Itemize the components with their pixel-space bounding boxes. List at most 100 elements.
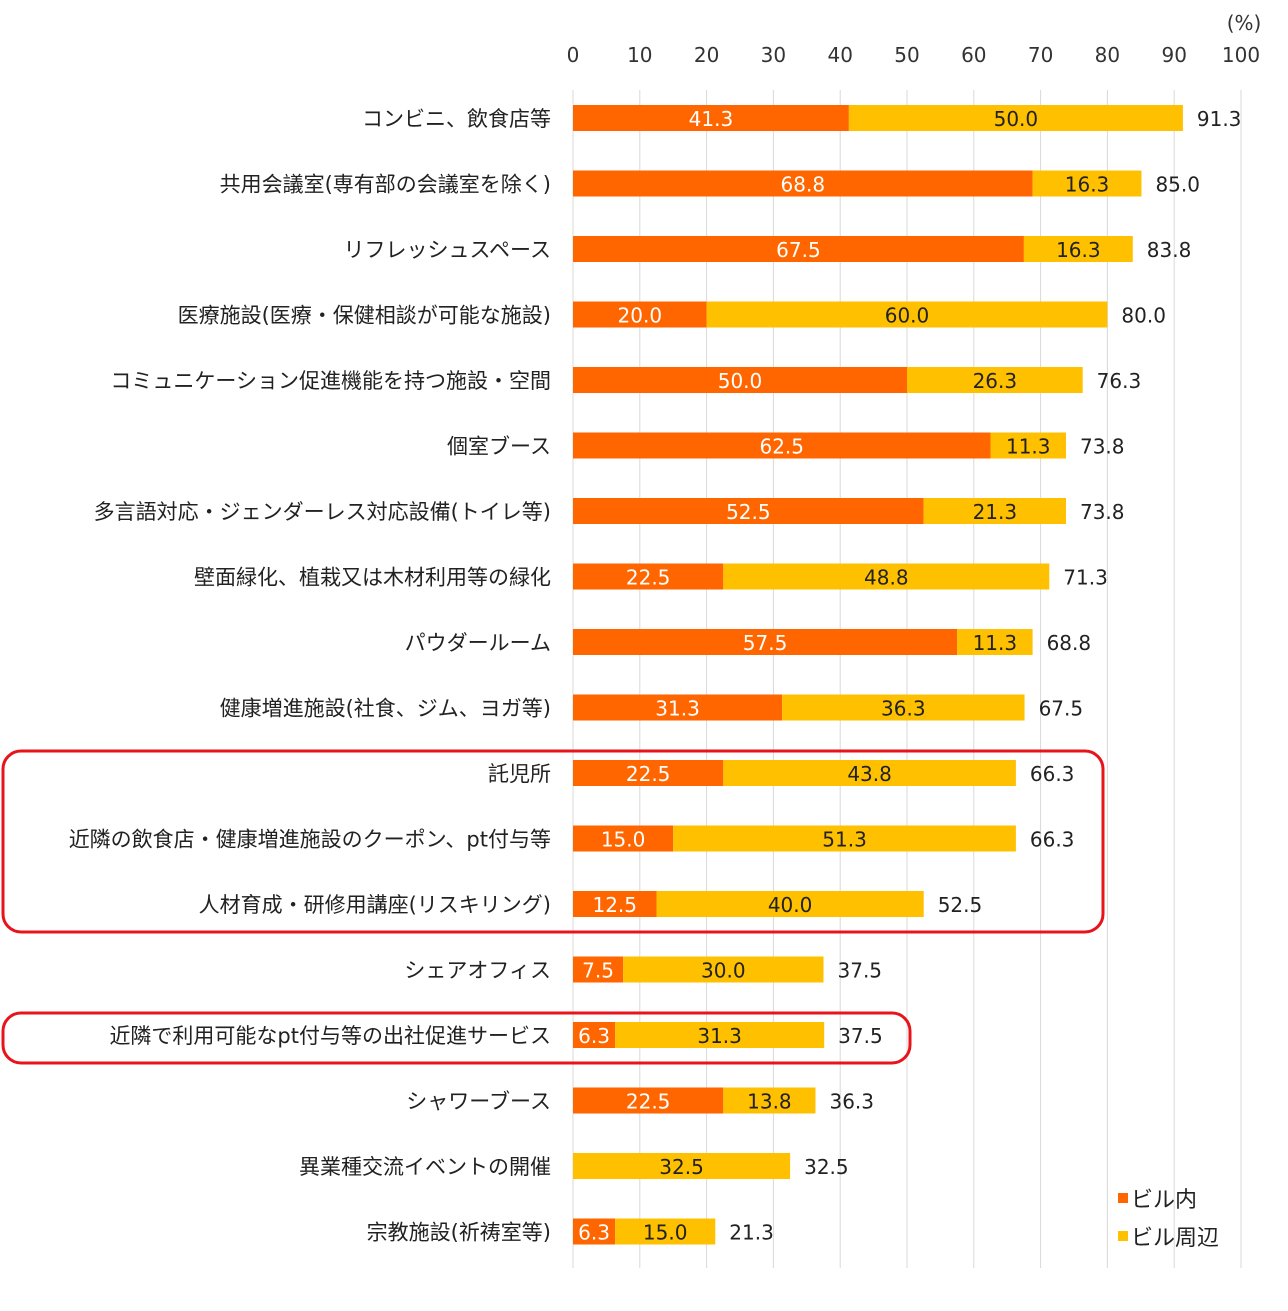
x-tick-label: 0 xyxy=(567,43,580,67)
total-value-label: 66.3 xyxy=(1030,762,1075,786)
segment-value-label: 11.3 xyxy=(973,631,1018,655)
segment-value-label: 6.3 xyxy=(578,1221,610,1245)
segment-value-label: 16.3 xyxy=(1056,238,1101,262)
bar-segment-surrounding xyxy=(1023,236,1133,262)
bar-segment-surrounding xyxy=(723,563,1050,590)
bar-segment-inside xyxy=(573,760,724,786)
segment-value-label: 15.0 xyxy=(601,828,646,852)
total-value-label: 80.0 xyxy=(1121,304,1166,328)
bar-segment-surrounding xyxy=(990,432,1066,459)
category-label: シェアオフィス xyxy=(404,959,551,983)
bar-row: 多言語対応・ジェンダーレス対応設備(トイレ等) 52.5 21.3 73.8 xyxy=(94,498,1125,524)
segment-value-label: 67.5 xyxy=(776,238,821,262)
total-value-label: 37.5 xyxy=(838,959,883,983)
segment-value-label: 50.0 xyxy=(718,369,763,393)
x-axis-ticks: 0 10 20 30 40 50 60 70 80 90 100 xyxy=(567,43,1260,67)
category-label: 託児所 xyxy=(488,762,551,786)
category-label: パウダールーム xyxy=(405,631,551,655)
highlight-box xyxy=(1,749,1105,934)
segment-value-label: 52.5 xyxy=(726,500,771,524)
bar-row: パウダールーム 57.5 11.3 68.8 xyxy=(405,629,1091,655)
x-tick-label: 90 xyxy=(1161,43,1186,67)
bar-segment-inside xyxy=(573,694,783,721)
segment-value-label: 31.3 xyxy=(697,1024,742,1048)
segment-value-label: 21.3 xyxy=(973,500,1018,524)
bar-segment-inside xyxy=(573,236,1024,262)
bar-segment-inside xyxy=(573,105,849,131)
bar-segment-surrounding xyxy=(615,1218,716,1245)
bar-row: シャワーブース 22.5 13.8 36.3 xyxy=(406,1087,874,1114)
total-value-label: 76.3 xyxy=(1097,369,1142,393)
total-value-label: 37.5 xyxy=(838,1024,883,1048)
segment-value-label: 51.3 xyxy=(822,828,867,852)
total-value-label: 21.3 xyxy=(729,1221,774,1245)
segment-value-label: 15.0 xyxy=(643,1221,688,1245)
bar-segment-inside xyxy=(573,1218,616,1245)
bar-segment-surrounding xyxy=(723,760,1016,786)
bar-segment-surrounding xyxy=(656,891,924,917)
bar-segment-surrounding xyxy=(782,694,1025,721)
bar-segment-surrounding xyxy=(1032,170,1142,197)
segment-value-label: 41.3 xyxy=(689,107,734,131)
segment-value-label: 48.8 xyxy=(864,566,909,590)
bar-segment-inside xyxy=(573,1022,616,1048)
segment-value-label: 62.5 xyxy=(759,435,804,459)
segment-value-label: 32.5 xyxy=(659,1155,704,1179)
bar-segment-inside xyxy=(573,367,907,393)
segment-value-label: 22.5 xyxy=(626,762,671,786)
bar-row: 個室ブース 62.5 11.3 73.8 xyxy=(447,432,1125,459)
unit-label: (%) xyxy=(1227,11,1262,35)
total-value-label: 52.5 xyxy=(938,893,983,917)
total-value-label: 85.0 xyxy=(1155,173,1200,197)
total-value-label: 68.8 xyxy=(1047,631,1092,655)
segment-value-label: 26.3 xyxy=(973,369,1018,393)
total-value-label: 67.5 xyxy=(1039,697,1084,721)
bar-segment-inside xyxy=(573,563,724,590)
x-tick-label: 60 xyxy=(961,43,986,67)
segment-value-label: 60.0 xyxy=(885,304,930,328)
segment-value-label: 20.0 xyxy=(618,304,663,328)
legend-swatch xyxy=(1118,1231,1128,1241)
bar-segment-inside xyxy=(573,301,707,328)
category-label: 多言語対応・ジェンダーレス対応設備(トイレ等) xyxy=(94,500,551,524)
segment-value-label: 36.3 xyxy=(881,697,926,721)
bar-row: コミュニケーション促進機能を持つ施設・空間 50.0 26.3 76.3 xyxy=(110,367,1141,393)
segment-value-label: 7.5 xyxy=(582,959,614,983)
bar-segment-inside xyxy=(573,825,674,852)
category-label: 人材育成・研修用講座(リスキリング) xyxy=(199,893,551,917)
category-label: 医療施設(医療・保健相談が可能な施設) xyxy=(178,304,551,328)
segment-value-label: 16.3 xyxy=(1065,173,1110,197)
segment-value-label: 31.3 xyxy=(655,697,700,721)
segment-value-label: 12.5 xyxy=(592,893,637,917)
bar-segment-inside xyxy=(573,1087,724,1114)
highlight-boxes xyxy=(1,749,1105,1065)
legend-swatch xyxy=(1118,1193,1128,1203)
gridlines xyxy=(572,90,1242,1268)
highlight-box xyxy=(1,1011,912,1065)
bar-segment-inside xyxy=(573,891,657,917)
bar-segment-surrounding xyxy=(623,956,824,983)
bar-segment-inside xyxy=(573,170,1033,197)
total-value-label: 83.8 xyxy=(1147,238,1192,262)
bar-segment-surrounding xyxy=(848,105,1183,131)
segment-value-label: 13.8 xyxy=(747,1090,792,1114)
total-value-label: 66.3 xyxy=(1030,828,1075,852)
bar-row: 壁面緑化、植栽又は木材利用等の緑化 22.5 48.8 71.3 xyxy=(194,563,1108,590)
x-tick-label: 10 xyxy=(627,43,652,67)
segment-value-label: 6.3 xyxy=(578,1024,610,1048)
total-value-label: 73.8 xyxy=(1080,435,1125,459)
bar-row: 異業種交流イベントの開催 32.5 32.5 xyxy=(299,1153,849,1179)
total-value-label: 36.3 xyxy=(829,1090,874,1114)
bars: コンビニ、飲食店等 41.3 50.0 91.3 共用会議室(専有部の会議室を除く) 68… xyxy=(69,105,1241,1245)
total-value-label: 73.8 xyxy=(1080,500,1125,524)
segment-value-label: 50.0 xyxy=(994,107,1039,131)
x-tick-label: 40 xyxy=(827,43,852,67)
bar-row: 近隣の飲食店・健康増進施設のクーポン、pt付与等 15.0 51.3 66.3 xyxy=(69,825,1075,852)
segment-value-label: 68.8 xyxy=(781,173,826,197)
segment-value-label: 57.5 xyxy=(743,631,788,655)
bar-segment-surrounding xyxy=(723,1087,816,1114)
category-label: 健康増進施設(社食、ジム、ヨガ等) xyxy=(220,697,551,721)
x-tick-label: 30 xyxy=(761,43,786,67)
bar-segment-surrounding xyxy=(615,1022,825,1048)
